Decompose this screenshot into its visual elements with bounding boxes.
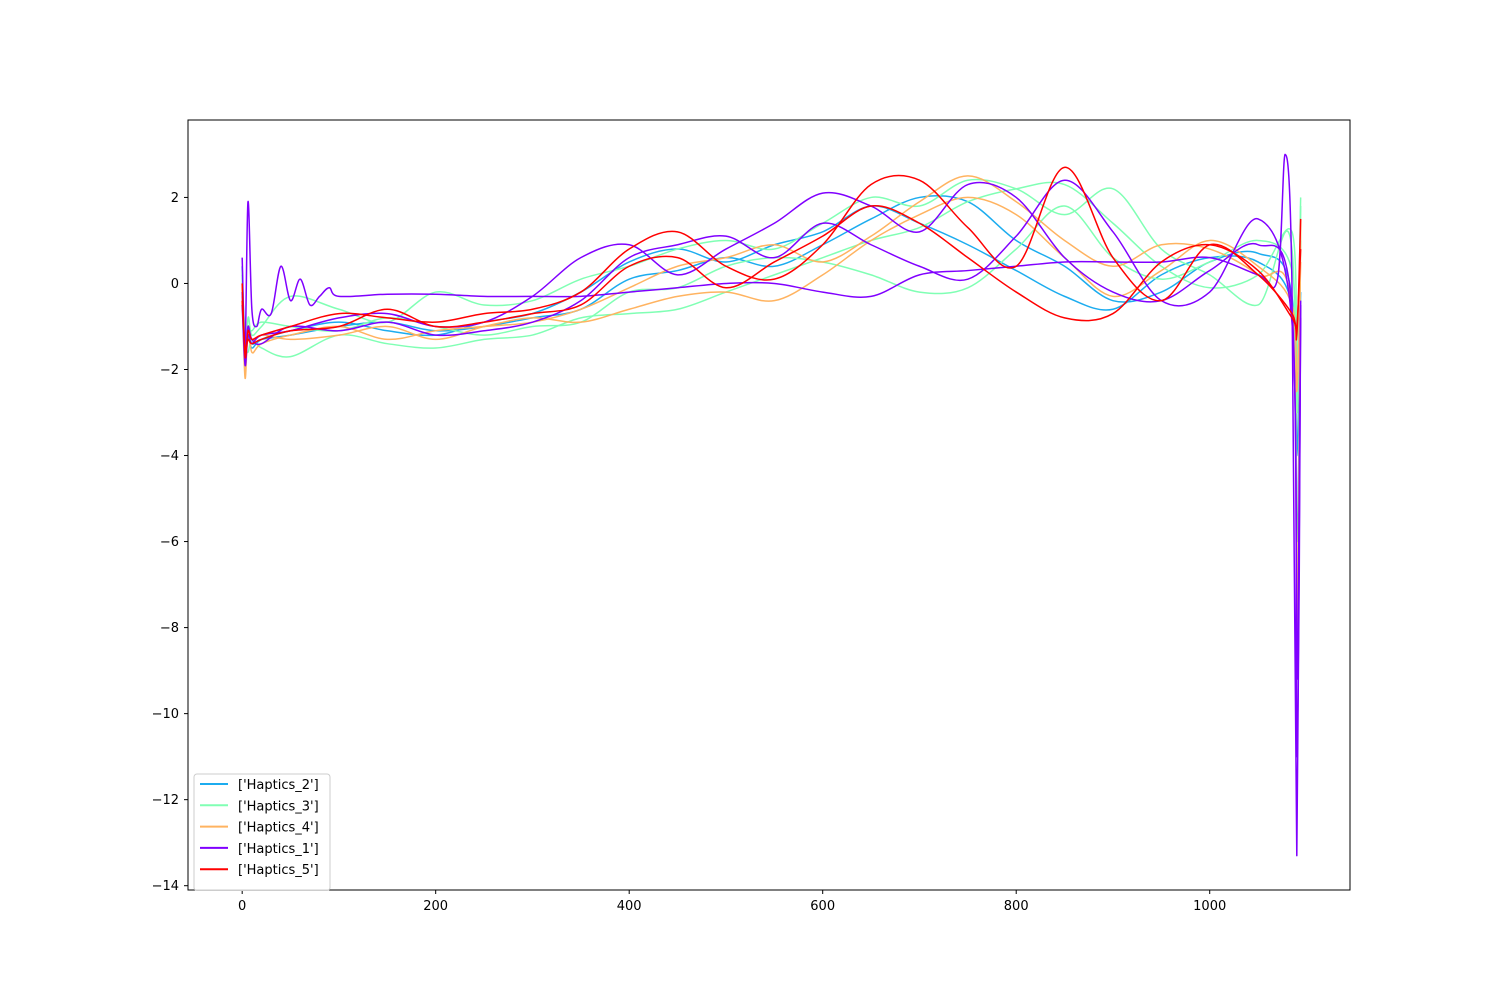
series-line-4 [241, 181, 1302, 371]
legend-label: ['Haptics_5'] [238, 863, 319, 878]
x-tick-label: 800 [1004, 899, 1029, 914]
legend-box [193, 773, 331, 891]
series-line-5 [241, 205, 1302, 414]
plot-area-frame [187, 119, 1351, 891]
x-tick-label: 1000 [1193, 899, 1226, 914]
x-tick-label: 400 [617, 899, 642, 914]
series-line-7 [241, 196, 1302, 392]
x-axis: 0 200 400 600 800 1000 [238, 890, 1226, 914]
legend-label: ['Haptics_1'] [238, 842, 319, 857]
x-tick-label: 0 [238, 899, 246, 914]
series-layer [241, 153, 1302, 857]
series-line-10 [241, 179, 1302, 680]
legend-label: ['Haptics_4'] [238, 821, 319, 836]
legend-label: ['Haptics_3'] [238, 799, 319, 814]
y-tick-label: 0 [171, 277, 179, 292]
series-line-12 [241, 205, 1302, 351]
y-tick-label: −8 [160, 621, 179, 636]
y-tick-label: 2 [171, 191, 179, 206]
y-tick-label: −12 [152, 793, 179, 808]
series-line-9 [241, 181, 1302, 758]
series-line-2 [241, 205, 1302, 457]
legend: ['Haptics_2'] ['Haptics_3'] ['Haptics_4'] [… [193, 773, 331, 891]
series-line-11 [241, 166, 1302, 359]
series-line-6 [241, 175, 1302, 668]
series-line-8 [241, 153, 1302, 857]
series-line-1 [241, 194, 1302, 543]
y-tick-label: −2 [160, 363, 179, 378]
y-tick-label: −10 [152, 707, 179, 722]
x-tick-label: 600 [810, 899, 835, 914]
y-axis: 2 0 −2 −4 −6 −8 −10 −12 −14 [152, 191, 188, 894]
y-tick-label: −14 [152, 879, 179, 894]
y-tick-label: −6 [160, 535, 179, 550]
series-line-3 [241, 178, 1302, 672]
x-tick-label: 200 [423, 899, 448, 914]
y-tick-label: −4 [160, 449, 179, 464]
legend-label: ['Haptics_2'] [238, 778, 319, 793]
